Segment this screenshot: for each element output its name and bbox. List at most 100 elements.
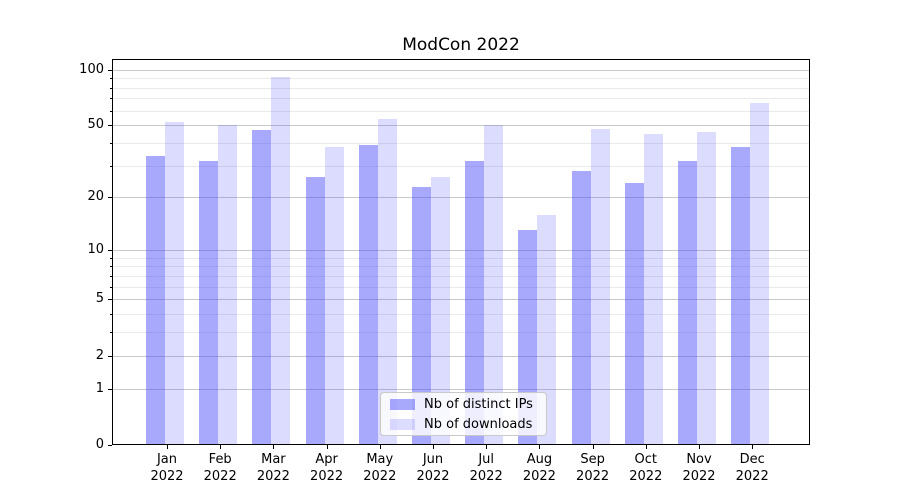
x-tick-jul-2022 <box>486 445 488 449</box>
legend-item-distinct-ips: Nb of distinct IPs <box>390 396 537 413</box>
x-tick-label-line: 2022 <box>576 469 610 484</box>
y-tick-label-50: 50 <box>87 117 104 133</box>
y-tick-label-1: 1 <box>95 380 104 396</box>
y-minor-tick-80 <box>110 87 112 89</box>
x-tick-oct-2022 <box>645 445 647 449</box>
y-minor-tick-7 <box>110 275 112 277</box>
x-tick-label-line: 2022 <box>416 469 450 484</box>
x-tick-label-oct-2022: Oct 2022 <box>614 451 678 485</box>
y-minor-tick-3 <box>110 332 112 334</box>
bar-nb-of-distinct-ips-jun-2022 <box>412 186 431 445</box>
legend-item-downloads: Nb of downloads <box>390 416 537 433</box>
x-tick-label-may-2022: May 2022 <box>348 451 412 485</box>
y-minor-tick-8 <box>110 266 112 268</box>
major-gridline-50 <box>112 125 810 127</box>
y-tick-label-2: 2 <box>95 347 104 363</box>
major-gridline-5 <box>112 299 810 301</box>
major-gridline-100 <box>112 69 810 71</box>
y-tick-20 <box>108 197 112 199</box>
bar-nb-of-downloads-dec-2022 <box>750 103 770 445</box>
bar-nb-of-distinct-ips-apr-2022 <box>305 176 325 445</box>
y-minor-tick-6 <box>110 286 112 288</box>
x-tick-label-line: Mar <box>261 452 286 467</box>
y-tick-label-100: 100 <box>79 61 104 77</box>
y-tick-50 <box>108 125 112 127</box>
minor-gridline-40 <box>112 143 810 144</box>
minor-gridline-30 <box>112 165 810 167</box>
major-gridline-2 <box>112 355 810 357</box>
bar-nb-of-downloads-jul-2022 <box>484 125 504 445</box>
minor-gridline-6 <box>112 286 810 288</box>
legend-swatch-distinct-ips <box>390 398 415 410</box>
x-tick-feb-2022 <box>220 445 222 449</box>
minor-gridline-8 <box>112 266 810 268</box>
bar-nb-of-distinct-ips-nov-2022 <box>678 160 697 445</box>
x-tick-label-jul-2022: Jul 2022 <box>454 451 518 485</box>
x-tick-label-line: May <box>366 452 394 467</box>
bar-nb-of-distinct-ips-feb-2022 <box>199 160 219 445</box>
y-minor-tick-90 <box>110 78 112 80</box>
minor-gridline-7 <box>112 275 810 277</box>
y-tick-label-20: 20 <box>87 189 104 205</box>
x-tick-label-dec-2022: Dec 2022 <box>720 451 784 485</box>
bar-nb-of-downloads-jan-2022 <box>165 122 184 445</box>
x-tick-label-line: Sep <box>580 452 605 467</box>
plot-area <box>112 59 810 445</box>
legend-label-distinct-ips: Nb of distinct IPs <box>424 396 533 412</box>
bar-nb-of-downloads-apr-2022 <box>324 147 344 445</box>
y-tick-label-5: 5 <box>95 291 104 307</box>
x-tick-apr-2022 <box>326 445 328 449</box>
bar-nb-of-downloads-aug-2022 <box>537 214 557 445</box>
x-tick-label-line: 2022 <box>629 469 663 484</box>
y-minor-tick-60 <box>110 110 112 112</box>
x-tick-label-line: Oct <box>634 452 658 467</box>
x-tick-label-line: 2022 <box>150 469 184 484</box>
bar-nb-of-downloads-jun-2022 <box>431 176 450 445</box>
x-tick-label-line: 2022 <box>682 469 716 484</box>
x-tick-sep-2022 <box>592 445 594 449</box>
x-tick-label-line: 2022 <box>363 469 397 484</box>
bar-nb-of-distinct-ips-dec-2022 <box>731 147 751 445</box>
x-tick-dec-2022 <box>752 445 754 449</box>
x-tick-jun-2022 <box>433 445 434 449</box>
x-tick-may-2022 <box>379 445 381 449</box>
minor-gridline-4 <box>112 314 810 316</box>
major-gridline-10 <box>112 249 810 251</box>
x-tick-label-line: Jul <box>478 452 495 467</box>
y-minor-tick-70 <box>110 98 112 100</box>
x-tick-label-line: Jun <box>422 452 444 467</box>
bar-nb-of-downloads-nov-2022 <box>697 131 716 445</box>
x-tick-label-line: Aug <box>526 452 553 467</box>
x-tick-mar-2022 <box>273 445 275 449</box>
bar-nb-of-downloads-feb-2022 <box>218 125 238 445</box>
x-tick-label-line: Jan <box>156 452 178 467</box>
x-tick-label-feb-2022: Feb 2022 <box>188 451 252 485</box>
x-tick-label-line: 2022 <box>735 469 769 484</box>
x-tick-label-line: 2022 <box>310 469 344 484</box>
y-tick-0 <box>108 445 112 446</box>
bar-nb-of-downloads-may-2022 <box>377 119 397 445</box>
y-tick-2 <box>108 355 112 357</box>
minor-gridline-70 <box>112 98 810 100</box>
y-minor-tick-40 <box>110 143 112 144</box>
legend-swatch-downloads <box>390 418 415 430</box>
major-gridline-1 <box>112 388 810 390</box>
bar-nb-of-distinct-ips-jul-2022 <box>465 160 485 445</box>
x-tick-label-sep-2022: Sep 2022 <box>561 451 625 485</box>
y-minor-tick-4 <box>110 314 112 316</box>
bar-nb-of-distinct-ips-may-2022 <box>358 145 378 445</box>
y-tick-1 <box>108 388 112 390</box>
x-tick-label-line: 2022 <box>203 469 237 484</box>
minor-gridline-90 <box>112 78 810 80</box>
bar-nb-of-downloads-oct-2022 <box>643 133 663 445</box>
x-tick-aug-2022 <box>539 445 541 449</box>
y-minor-tick-9 <box>110 257 112 259</box>
major-gridline-20 <box>112 197 810 199</box>
y-tick-5 <box>108 299 112 301</box>
bar-nb-of-downloads-sep-2022 <box>590 128 610 445</box>
x-tick-nov-2022 <box>699 445 700 449</box>
minor-gridline-3 <box>112 332 810 334</box>
x-tick-label-jan-2022: Jan 2022 <box>135 451 199 485</box>
x-tick-label-mar-2022: Mar 2022 <box>241 451 305 485</box>
legend: Nb of distinct IPs Nb of downloads <box>380 392 547 436</box>
